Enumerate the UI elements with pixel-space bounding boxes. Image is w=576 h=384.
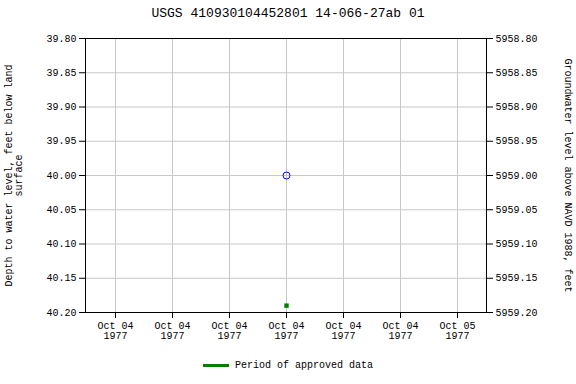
svg-text:Oct 041977: Oct 041977 xyxy=(268,321,304,342)
svg-text:5959.10: 5959.10 xyxy=(496,239,538,250)
svg-text:5958.80: 5958.80 xyxy=(496,34,538,45)
svg-text:39.95: 39.95 xyxy=(46,136,76,147)
svg-text:40.15: 40.15 xyxy=(46,273,76,284)
html-text:USGS 410930104452801 14-066-27: USGS 410930104452801 14-066-27ab 01 xyxy=(151,6,425,21)
svg-text:5958.85: 5958.85 xyxy=(496,68,538,79)
svg-text:5958.90: 5958.90 xyxy=(496,102,538,113)
svg-text:40.20: 40.20 xyxy=(46,308,76,319)
svg-text:5959.05: 5959.05 xyxy=(496,205,538,216)
svg-text:39.90: 39.90 xyxy=(46,102,76,113)
svg-text:5958.95: 5958.95 xyxy=(496,136,538,147)
svg-text:Oct 041977: Oct 041977 xyxy=(382,321,418,342)
svg-text:Depth to water level, feet bel: Depth to water level, feet below landsur… xyxy=(4,64,25,286)
svg-text:40.10: 40.10 xyxy=(46,239,76,250)
svg-text:Oct 041977: Oct 041977 xyxy=(325,321,361,342)
svg-text:Groundwater level above NAVD 1: Groundwater level above NAVD 1988, feet xyxy=(562,58,573,292)
svg-text:Oct 041977: Oct 041977 xyxy=(97,321,133,342)
svg-text:40.00: 40.00 xyxy=(46,171,76,182)
svg-text:39.85: 39.85 xyxy=(46,68,76,79)
svg-text:39.80: 39.80 xyxy=(46,34,76,45)
svg-text:5959.15: 5959.15 xyxy=(496,273,538,284)
svg-text:Oct 041977: Oct 041977 xyxy=(211,321,247,342)
svg-text:40.05: 40.05 xyxy=(46,205,76,216)
svg-text:Oct 051977: Oct 051977 xyxy=(439,321,475,342)
svg-text:5959.20: 5959.20 xyxy=(496,308,538,319)
svg-text:Oct 041977: Oct 041977 xyxy=(154,321,190,342)
svg-text:5959.00: 5959.00 xyxy=(496,171,538,182)
html-text:Period of approved data: Period of approved data xyxy=(235,359,373,371)
